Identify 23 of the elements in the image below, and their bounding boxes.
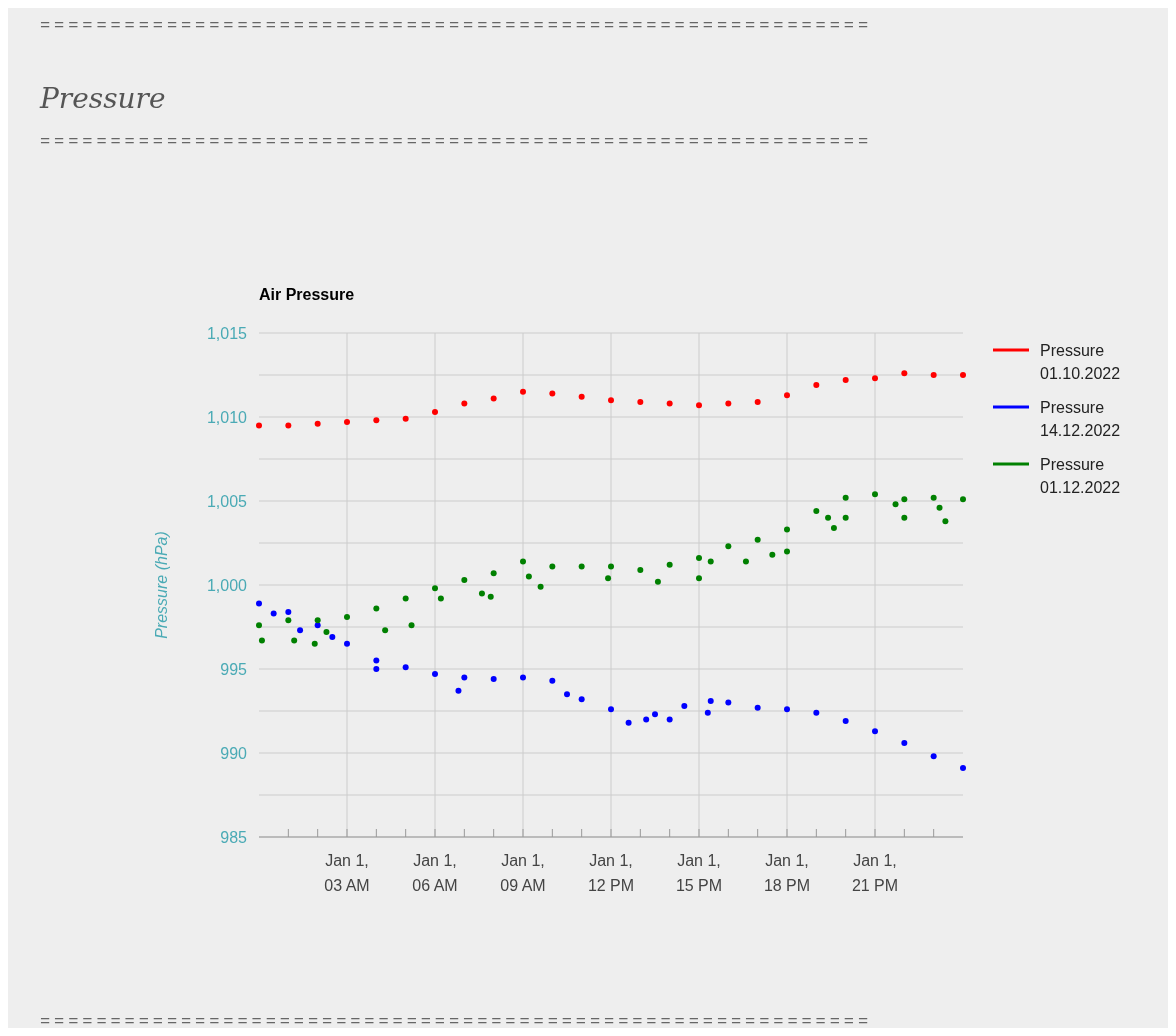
y-tick-label: 1,015 [206, 325, 248, 342]
x-tick-label: Jan 1, 03 AM [324, 852, 370, 894]
x-tick-label: Jan 1, 06 AM [412, 852, 458, 894]
x-tick-label: Jan 1, 15 PM [675, 852, 723, 894]
text: =========================================================== [40, 132, 872, 151]
x-tick-label: Jan 1, 18 PM [763, 852, 811, 894]
chart-title: Air Pressure [259, 286, 355, 303]
legend-label: Pressure 01.10.2022 [1040, 342, 1121, 382]
x-tick-label: Jan 1, 21 PM [851, 852, 899, 894]
text: Pressure [39, 82, 166, 115]
legend-label: Pressure 14.12.2022 [1040, 399, 1121, 439]
y-axis-title: Pressure (hPa) [153, 531, 170, 639]
x-tick-label: Jan 1, 09 AM [500, 852, 546, 894]
y-tick-label: 1,000 [206, 577, 248, 594]
x-tick-label: Jan 1, 12 PM [587, 852, 635, 894]
legend-label: Pressure 01.12.2022 [1040, 456, 1121, 496]
y-tick-label: 990 [220, 745, 248, 762]
y-tick-label: 995 [220, 661, 248, 678]
y-tick-label: 985 [220, 829, 248, 846]
text: =========================================================== [40, 1012, 872, 1031]
y-tick-label: 1,010 [206, 409, 248, 426]
y-tick-label: 1,005 [206, 493, 248, 510]
text: =========================================================== [40, 16, 872, 35]
